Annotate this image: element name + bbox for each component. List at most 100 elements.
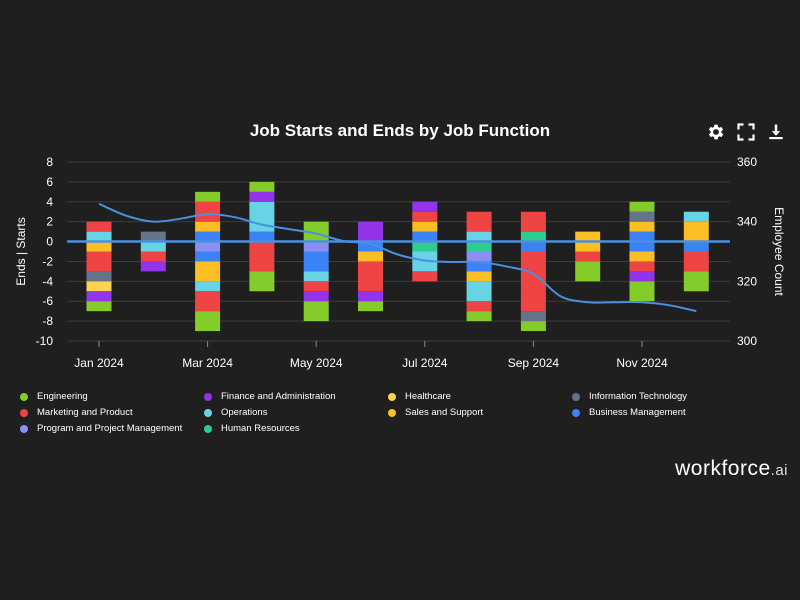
bar-segment-business-management [629, 241, 655, 252]
bar-segment-human-resources [466, 241, 492, 252]
bar-segment-engineering [683, 271, 709, 292]
y-tick-label: 6 [46, 175, 53, 189]
legend-label: Business Management [589, 407, 686, 418]
y2-tick-label: 360 [737, 155, 757, 169]
bar-segment-information-technology [140, 231, 166, 242]
y2-tick-label: 340 [737, 215, 757, 229]
brand-suffix: .ai [770, 462, 788, 479]
brand-logo: workforce.ai [675, 457, 788, 481]
employee-count-line [98, 202, 697, 313]
bar-segment-finance-and-administration [358, 291, 383, 302]
legend-item-information-technology[interactable]: Information Technology [572, 390, 756, 403]
legend-label: Marketing and Product [37, 407, 133, 418]
bar-segment-marketing-and-product [466, 211, 492, 232]
legend-item-healthcare[interactable]: Healthcare [388, 390, 572, 403]
download-icon[interactable] [766, 122, 786, 142]
legend-item-marketing-and-product[interactable]: Marketing and Product [20, 406, 204, 419]
bar-segment-business-management [358, 241, 383, 252]
bar-segment-business-management [195, 251, 221, 262]
bar-segment-program-and-project-management [195, 241, 221, 252]
bar-segment-marketing-and-product [683, 251, 709, 272]
gear-icon[interactable] [706, 122, 726, 142]
y-axis-title: Ends | Starts [14, 217, 28, 285]
fullscreen-icon[interactable] [736, 122, 756, 142]
bar-segment-marketing-and-product [303, 281, 329, 292]
bar-segment-engineering [520, 321, 546, 332]
legend-dot [20, 424, 28, 433]
bar-segment-marketing-and-product [195, 201, 221, 222]
legend-label: Human Resources [221, 423, 300, 434]
chart-legend: Engineering Finance and Administration H… [20, 390, 780, 435]
bar-segment-human-resources [520, 231, 546, 242]
bar-segment-marketing-and-product [195, 291, 221, 312]
x-tick-label: Nov 2024 [616, 356, 668, 370]
legend-label: Information Technology [589, 391, 688, 402]
x-tick-label: Jan 2024 [74, 356, 124, 370]
bar-segment-finance-and-administration [249, 191, 275, 202]
bar-segment-sales-and-support [358, 251, 383, 262]
bar-segment-engineering [575, 261, 601, 282]
bar-segment-sales-and-support [86, 241, 112, 252]
bar-segment-engineering [629, 281, 655, 302]
bar-segment-sales-and-support [195, 221, 221, 232]
bar-segment-engineering [86, 301, 112, 312]
legend-label: Finance and Administration [221, 391, 336, 402]
y-tick-label: -2 [42, 254, 53, 268]
bar-segment-finance-and-administration [86, 291, 112, 302]
bar-segment-operations [303, 271, 329, 282]
bar-segment-finance-and-administration [358, 221, 383, 242]
legend-dot [204, 392, 212, 401]
bar-segment-finance-and-administration [629, 271, 655, 282]
bar-segment-marketing-and-product [86, 221, 112, 232]
bar-segment-business-management [249, 231, 275, 242]
bar-segment-business-management [412, 231, 438, 242]
bar-segment-sales-and-support [466, 271, 492, 282]
legend-dot [388, 392, 396, 401]
bar-segment-program-and-project-management [303, 241, 329, 252]
x-tick-label: Mar 2024 [182, 356, 233, 370]
legend-item-business-management[interactable]: Business Management [572, 406, 756, 419]
y-tick-label: -8 [42, 314, 53, 328]
bar-segment-engineering [195, 191, 221, 202]
bar-segment-healthcare [86, 281, 112, 292]
y-tick-label: -6 [42, 294, 53, 308]
bar-segment-marketing-and-product [575, 251, 601, 262]
legend-item-program-and-project-management[interactable]: Program and Project Management [20, 422, 204, 435]
bar-segment-engineering [195, 311, 221, 332]
legend-label: Program and Project Management [37, 423, 183, 434]
bar-segment-program-and-project-management [466, 251, 492, 262]
legend-dot [20, 392, 28, 401]
y-tick-label: 8 [46, 155, 53, 169]
legend-item-sales-and-support[interactable]: Sales and Support [388, 406, 572, 419]
bar-segment-operations [683, 211, 709, 222]
legend-item-human-resources[interactable]: Human Resources [204, 422, 388, 435]
legend-item-finance-and-administration[interactable]: Finance and Administration [204, 390, 388, 403]
bar-segment-sales-and-support [575, 241, 601, 252]
y-tick-label: -4 [42, 274, 53, 288]
y2-axis-title: Employee Count [772, 207, 786, 296]
bar-segment-engineering [249, 181, 275, 192]
legend-dot [388, 408, 396, 417]
bar-segment-finance-and-administration [140, 261, 166, 272]
chart-toolbar [706, 122, 786, 142]
x-tick-label: Sep 2024 [508, 356, 560, 370]
bar-segment-operations [466, 231, 492, 242]
bar-segment-marketing-and-product [520, 211, 546, 232]
legend-dot [20, 408, 28, 417]
bar-segment-sales-and-support [412, 221, 438, 232]
bar-segment-marketing-and-product [358, 261, 383, 292]
y-tick-label: 0 [46, 235, 53, 249]
legend-label: Healthcare [405, 391, 451, 402]
bar-segment-human-resources [412, 241, 438, 252]
bar-segment-marketing-and-product [86, 251, 112, 272]
legend-dot [204, 408, 212, 417]
bar-segment-information-technology [86, 271, 112, 282]
legend-label: Sales and Support [405, 407, 484, 418]
bar-segment-engineering [249, 271, 275, 292]
legend-item-engineering[interactable]: Engineering [20, 390, 204, 403]
legend-item-operations[interactable]: Operations [204, 406, 388, 419]
bar-segment-operations [140, 241, 166, 252]
bar-segment-business-management [683, 241, 709, 252]
bar-segment-operations [195, 281, 221, 292]
bar-segment-marketing-and-product [140, 251, 166, 262]
